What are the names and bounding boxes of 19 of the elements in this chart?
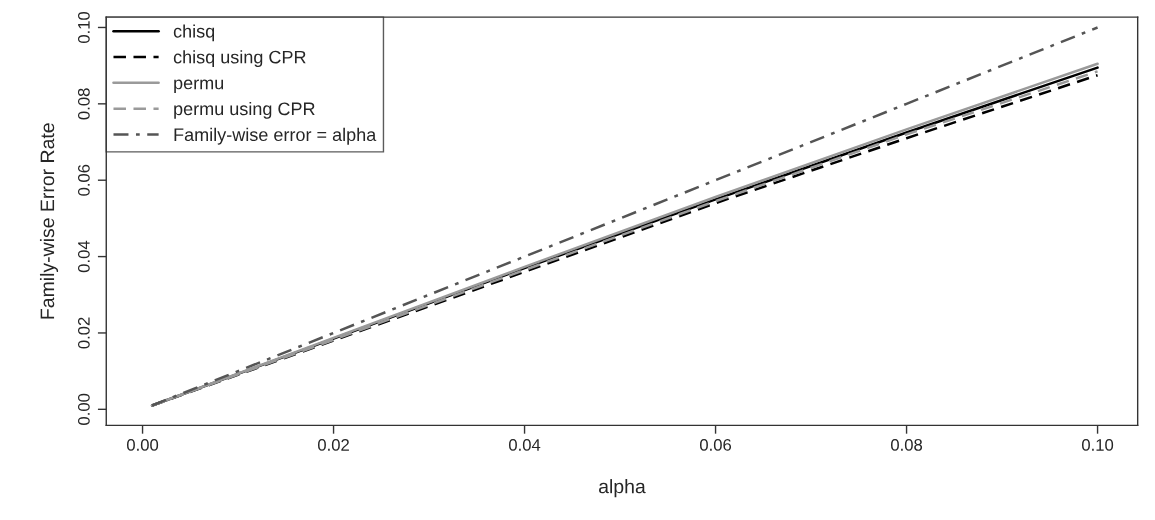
x-tick-label: 0.00 bbox=[126, 438, 159, 451]
x-axis-title: alpha bbox=[599, 479, 646, 498]
y-tick-label: 0.10 bbox=[77, 11, 90, 44]
y-tick-label: 0.02 bbox=[77, 317, 90, 349]
legend-label: chisq using CPR bbox=[173, 50, 306, 68]
legend-label: chisq bbox=[173, 24, 215, 42]
x-tick-label: 0.04 bbox=[508, 438, 541, 451]
legend-label: permu using CPR bbox=[174, 101, 315, 119]
legend-label: Family-wise error = alpha bbox=[174, 127, 377, 145]
x-tick-label: 0.08 bbox=[891, 438, 923, 451]
y-tick-label: 0.06 bbox=[77, 164, 90, 196]
x-tick-label: 0.06 bbox=[699, 438, 732, 451]
x-tick-label: 0.10 bbox=[1082, 438, 1114, 451]
y-tick-label: 0.00 bbox=[77, 393, 90, 425]
y-axis-title: Family-wise Error Rate bbox=[39, 123, 59, 319]
legend-label: permu bbox=[174, 79, 224, 93]
x-tick-label: 0.02 bbox=[317, 438, 349, 451]
y-tick-label: 0.08 bbox=[77, 88, 90, 120]
y-tick-label: 0.04 bbox=[77, 240, 90, 273]
